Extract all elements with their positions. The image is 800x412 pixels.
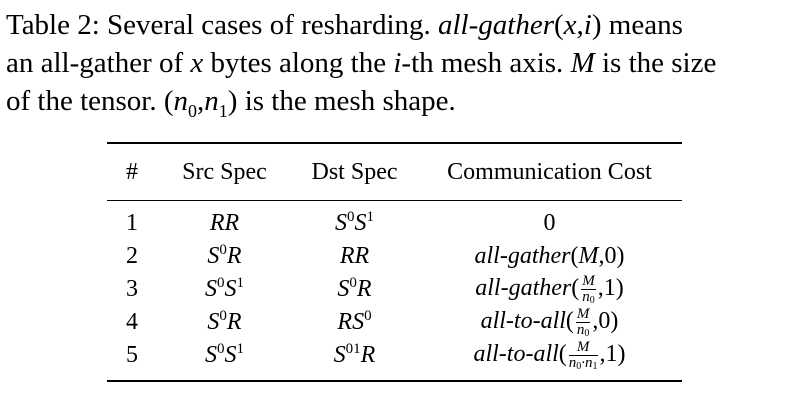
caption-var: i (393, 47, 402, 79)
caption-text: means (601, 9, 683, 41)
header-dst-spec: Dst Spec (311, 158, 398, 185)
caption-text: -th mesh axis. (401, 47, 571, 79)
header-num: # (126, 158, 138, 185)
caption-label: Table 2: Several cases of resharding. (6, 9, 438, 41)
row-cost: all-gather(M,0) (474, 243, 625, 270)
caption-text: is the size (594, 47, 717, 79)
resharding-table: # Src Spec Dst Spec Communication Cost 1… (107, 142, 682, 383)
table-mid-rule (107, 200, 682, 202)
caption-text: of the tensor. (6, 85, 164, 117)
row-src-spec: S0S1 (205, 341, 244, 369)
table-row: 1 RR S0S1 0 (107, 201, 682, 240)
table-bottom-rule (107, 380, 682, 383)
row-dst-spec: RS0 (337, 308, 372, 336)
caption-text: is the mesh shape. (237, 85, 456, 117)
caption-line-1: Table 2: Several cases of resharding. al… (6, 6, 796, 44)
row-num: 5 (126, 342, 138, 369)
row-dst-spec: S01R (333, 341, 376, 369)
caption-var: x (190, 47, 204, 79)
caption-mesh-shape: (n0,n1) (163, 85, 238, 121)
row-src-spec: RR (209, 210, 240, 237)
row-num: 1 (126, 210, 138, 237)
table-top-rule (107, 142, 682, 144)
row-cost: 0 (543, 210, 556, 237)
table-caption: Table 2: Several cases of resharding. al… (6, 6, 796, 130)
caption-text: an all-gather of (6, 47, 191, 79)
table-row: 2 S0R RR all-gather(M,0) (107, 240, 682, 273)
caption-line-2: an all-gather of x bytes along the i-th … (6, 44, 796, 82)
row-num: 3 (126, 276, 138, 303)
row-src-spec: S0S1 (205, 275, 244, 303)
caption-line-3: of the tensor. (n0,n1) is the mesh shape… (6, 82, 796, 130)
caption-text: bytes along the (203, 47, 394, 79)
caption-func-args: (x,i) (554, 9, 602, 41)
row-src-spec: S0R (207, 308, 242, 336)
table-header-row: # Src Spec Dst Spec Communication Cost (107, 144, 682, 200)
header-comm-cost: Communication Cost (447, 158, 652, 185)
row-src-spec: S0R (207, 242, 242, 270)
row-dst-spec: S0S1 (335, 209, 374, 237)
caption-var: M (570, 47, 595, 79)
row-dst-spec: RR (339, 243, 370, 270)
row-num: 4 (126, 309, 138, 336)
caption-func-name: all-gather (438, 9, 554, 41)
row-num: 2 (126, 243, 138, 270)
row-dst-spec: S0R (337, 275, 372, 303)
header-src-spec: Src Spec (182, 158, 267, 185)
